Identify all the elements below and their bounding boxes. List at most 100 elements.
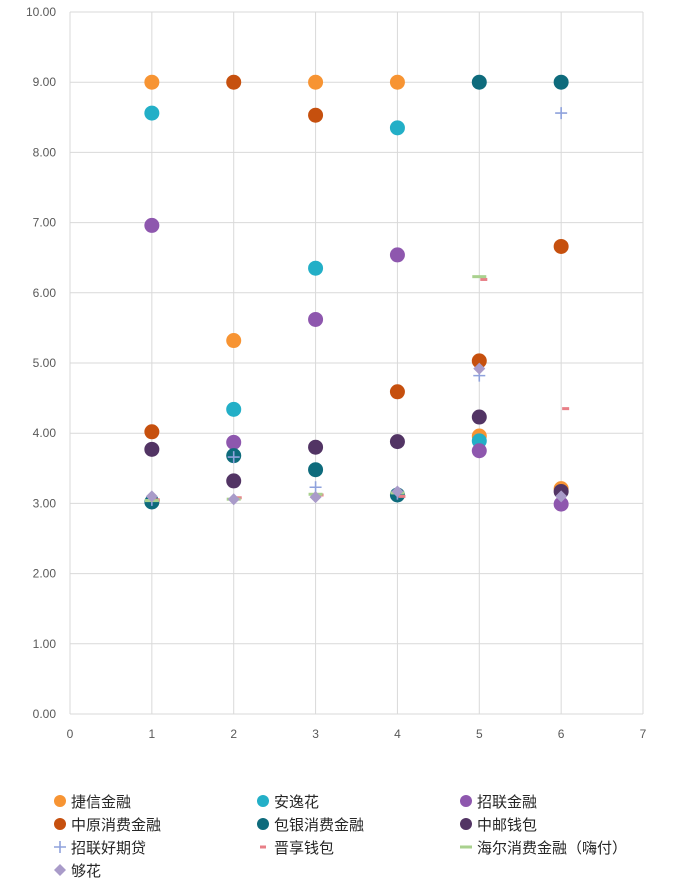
series-3 [144,217,569,512]
y-tick-label: 9.00 [33,75,57,89]
legend-item: 中原消费金融 [52,813,255,835]
legend-swatch-icon [52,793,68,809]
data-point [227,451,240,464]
data-point [308,439,324,455]
series-5 [144,74,569,510]
data-point [227,493,240,506]
legend-swatch-icon [52,816,68,832]
x-tick-label: 4 [394,727,401,741]
y-tick-label: 7.00 [33,216,57,230]
data-point [308,462,324,478]
y-tick-label: 10.00 [26,5,56,19]
data-point [226,473,242,489]
legend-label: 包银消费金融 [274,815,365,834]
legend-swatch-icon [255,839,271,855]
data-point [480,277,488,281]
data-point [471,443,487,459]
legend-label: 海尔消费金融（嗨付） [477,838,628,857]
legend-label: 招联好期贷 [71,838,147,857]
x-tick-label: 2 [230,727,237,741]
data-point [473,362,486,375]
x-tick-label: 7 [640,727,647,741]
legend-swatch-icon [52,862,68,878]
data-point [389,74,405,90]
legend-label: 够花 [71,861,102,880]
data-point [226,74,242,90]
data-point [471,353,487,369]
y-tick-label: 0.00 [33,707,57,721]
legend-label: 招联金融 [477,792,538,811]
data-point [144,217,160,233]
legend-label: 中原消费金融 [71,815,162,834]
data-point [562,407,570,411]
x-axis-ticks: 0 1 2 3 4 5 6 7 [67,727,647,741]
legend-swatch-icon [458,816,474,832]
data-point [553,238,569,254]
y-tick-label: 1.00 [33,637,57,651]
data-point [389,247,405,263]
data-point [398,494,406,498]
data-point [555,107,568,120]
data-point [226,434,242,450]
data-point [226,401,242,417]
legend-label: 捷信金融 [71,792,132,811]
data-point [308,260,324,276]
legend-label: 晋享钱包 [274,838,335,857]
data-point [472,275,487,279]
legend-label: 安逸花 [274,792,320,811]
data-point [471,74,487,90]
data-point [389,120,405,136]
series-7 [145,107,568,506]
legend-item: 够花 [52,859,255,881]
data-point [144,105,160,121]
scatter-chart: 0.00 1.00 2.00 3.00 4.00 5.00 6.00 7.00 8.00 9.00… [26,5,647,741]
x-tick-label: 3 [312,727,319,741]
y-tick-label: 8.00 [33,145,57,159]
x-tick-label: 5 [476,727,483,741]
data-point [553,496,569,512]
data-point [471,409,487,425]
chart-legend: 捷信金融 安逸花 招联金融中原消费金融 包银消费金融 中邮钱包招联好期贷 晋享钱包 海尔消费… [52,790,662,881]
legend-swatch-icon [52,839,68,855]
legend-swatch-icon [458,793,474,809]
data-point [308,311,324,327]
y-tick-label: 2.00 [33,567,57,581]
y-axis-ticks: 0.00 1.00 2.00 3.00 4.00 5.00 6.00 7.00 8.00 9.00… [26,5,56,721]
legend-item: 安逸花 [255,790,458,812]
legend-swatch-icon [255,816,271,832]
legend-label: 中邮钱包 [477,815,538,834]
data-point [226,333,242,349]
legend-item: 招联金融 [458,790,662,812]
y-tick-label: 6.00 [33,286,57,300]
series-10 [145,362,568,506]
data-point [145,490,158,503]
data-points [144,74,570,512]
legend-swatch-icon [458,839,474,855]
legend-item: 招联好期贷 [52,836,255,858]
data-point [389,434,405,450]
data-point [144,74,160,90]
x-tick-label: 6 [558,727,565,741]
data-point [553,74,569,90]
x-tick-label: 0 [67,727,74,741]
legend-item: 中邮钱包 [458,813,662,835]
legend-item: 捷信金融 [52,790,255,812]
series-8 [152,277,570,502]
y-tick-label: 5.00 [33,356,57,370]
data-point [555,490,568,503]
data-point [144,441,160,457]
data-point [308,74,324,90]
legend-item: 晋享钱包 [255,836,458,858]
x-tick-label: 1 [149,727,156,741]
legend-swatch-icon [255,793,271,809]
series-4 [144,74,569,440]
data-point [308,107,324,123]
data-point [144,424,160,440]
data-point [391,485,404,498]
data-point [389,384,405,400]
series-6 [144,409,569,499]
legend-item: 包银消费金融 [255,813,458,835]
y-tick-label: 4.00 [33,426,57,440]
data-point [309,491,322,504]
legend-item: 海尔消费金融（嗨付） [458,836,662,858]
